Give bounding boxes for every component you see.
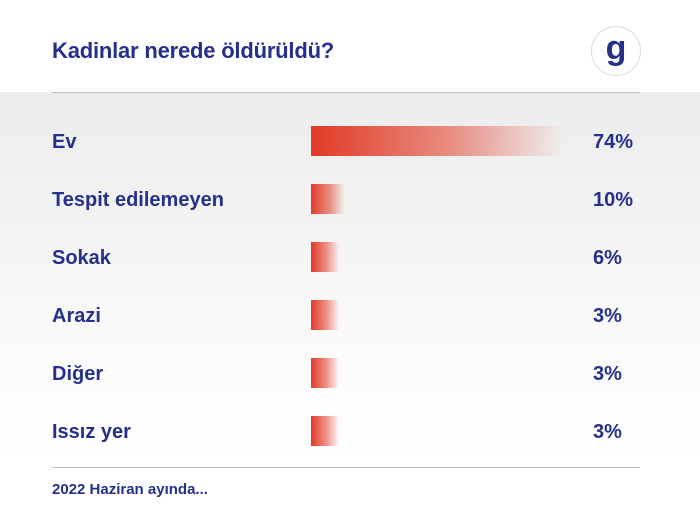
- bar-value-label: 3%: [593, 363, 622, 385]
- bar-row: Ev 74%: [0, 126, 700, 156]
- g-letter-logo-icon: g: [591, 26, 641, 76]
- bar-category-label: Diğer: [52, 363, 104, 385]
- bar-row: Sokak 6%: [0, 242, 700, 272]
- bar-row: Issız yer 3%: [0, 416, 700, 446]
- bar: [311, 416, 339, 446]
- bar-value-label: 3%: [593, 305, 622, 327]
- bottom-divider: [52, 467, 640, 468]
- bar-value-label: 74%: [593, 131, 634, 153]
- top-divider: [52, 92, 640, 93]
- bar-category-label: Ev: [52, 131, 77, 153]
- bar-row: Diğer 3%: [0, 358, 700, 388]
- logo-letter: g: [606, 29, 627, 67]
- bar-value-label: 10%: [593, 189, 634, 211]
- bar-row: Tespit edilemeyen 10%: [0, 184, 700, 214]
- bar-row: Arazi 3%: [0, 300, 700, 330]
- bar: [311, 358, 339, 388]
- bar-value-label: 6%: [593, 247, 622, 269]
- bar-value-label: 3%: [593, 421, 622, 443]
- bar: [311, 242, 339, 272]
- bar-category-label: Tespit edilemeyen: [52, 189, 224, 211]
- bar: [311, 126, 563, 156]
- bar: [311, 300, 339, 330]
- chart-title: Kadinlar nerede öldürüldü?: [52, 38, 335, 63]
- bar: [311, 184, 346, 214]
- bar-category-label: Sokak: [52, 247, 111, 269]
- bar-category-label: Issız yer: [52, 421, 131, 443]
- bar-category-label: Arazi: [52, 305, 101, 327]
- footer-note: 2022 Haziran ayında...: [52, 481, 208, 498]
